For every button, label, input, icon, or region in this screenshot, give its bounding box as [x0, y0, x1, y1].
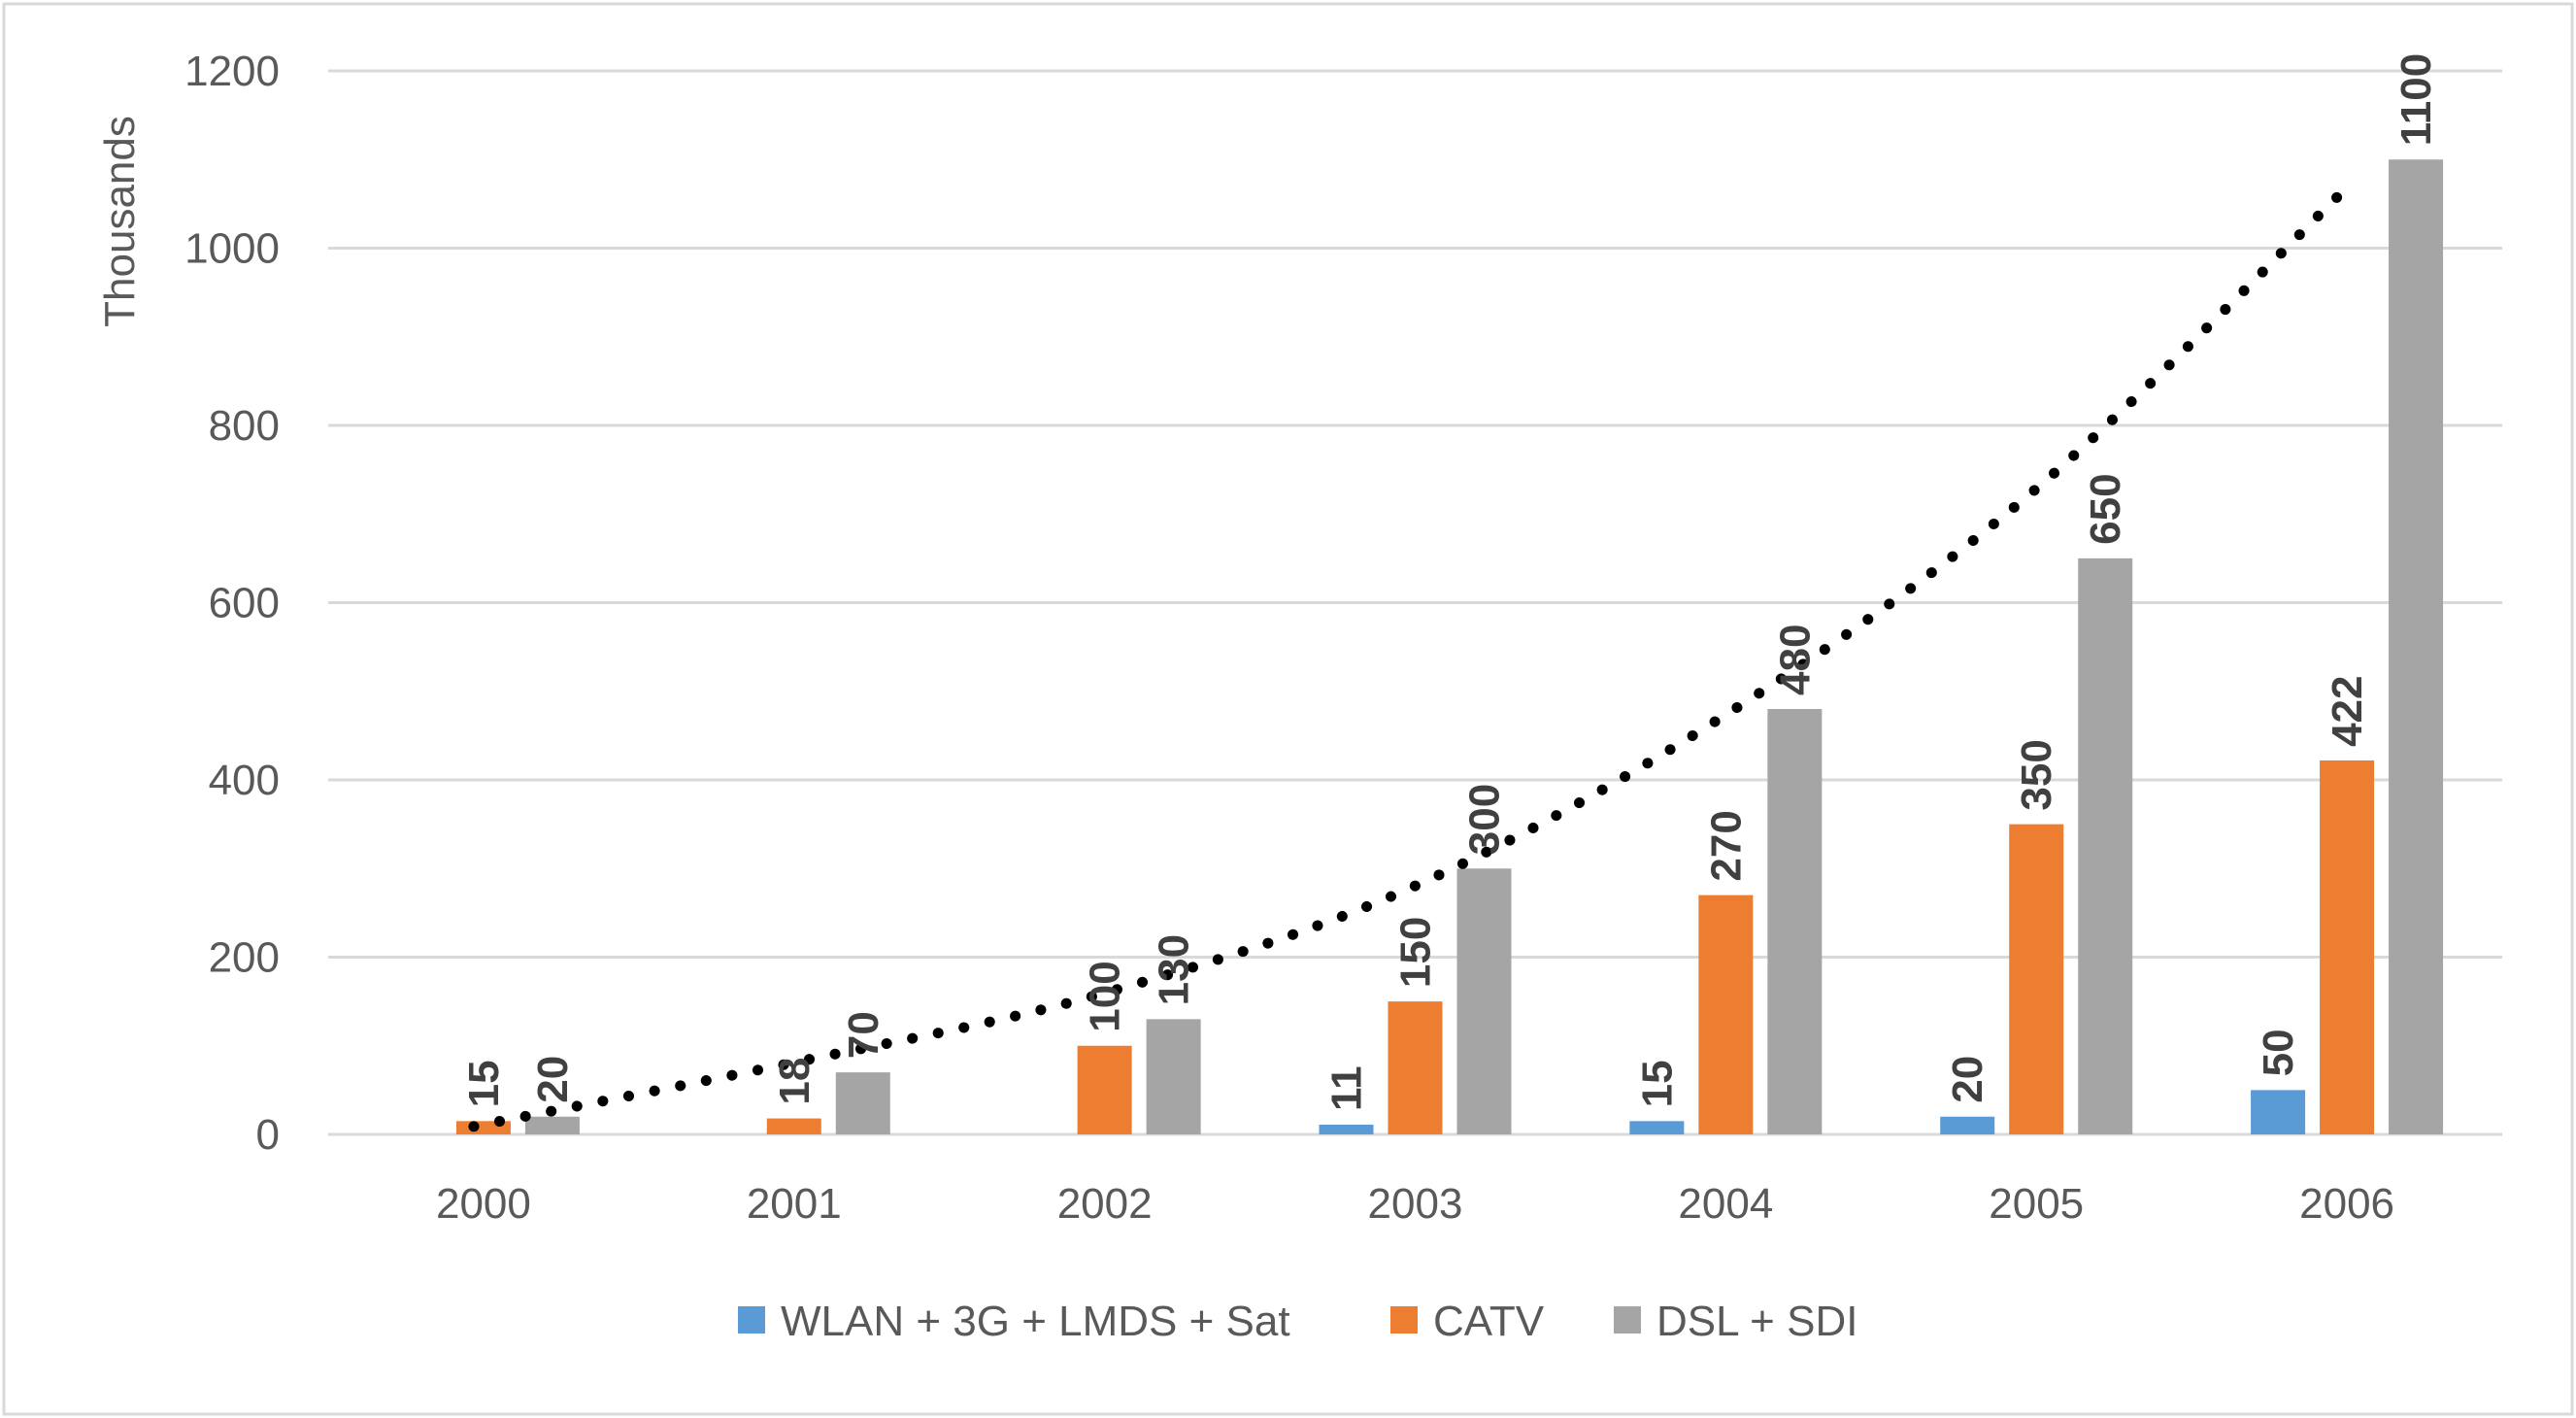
bar-0-2003 — [1319, 1124, 1374, 1134]
y-axis-title: Thousands — [96, 116, 144, 327]
x-tick-label: 2001 — [747, 1180, 842, 1228]
x-tick-label: 2002 — [1057, 1180, 1153, 1228]
bar-1-2002 — [1077, 1045, 1132, 1134]
data-label: 422 — [2324, 676, 2371, 747]
y-tick-label: 200 — [209, 934, 280, 982]
bar-2-2002 — [1146, 1019, 1201, 1134]
legend-label: WLAN + 3G + LMDS + Sat — [781, 1298, 1290, 1345]
data-label: 15 — [1633, 1060, 1681, 1107]
legend-swatch — [1390, 1306, 1418, 1334]
data-label: 270 — [1702, 810, 1750, 881]
bar-2-2000 — [524, 1116, 580, 1134]
data-label: 650 — [2082, 473, 2129, 544]
data-label: 20 — [529, 1056, 577, 1103]
data-label: 150 — [1392, 917, 1440, 988]
data-label: 350 — [2013, 739, 2060, 810]
bar-0-2005 — [1940, 1116, 1995, 1134]
data-label: 480 — [1771, 625, 1819, 695]
data-label: 1100 — [2392, 53, 2440, 146]
y-tick-label: 800 — [209, 402, 280, 450]
data-label: 130 — [1151, 934, 1198, 1005]
bar-2-2001 — [835, 1072, 890, 1134]
data-label: 100 — [1082, 961, 1129, 1031]
bar-1-2001 — [766, 1118, 821, 1134]
data-label: 300 — [1461, 784, 1509, 855]
bar-1-2004 — [1698, 895, 1754, 1134]
bar-1-2003 — [1388, 1001, 1443, 1134]
x-tick-label: 2000 — [436, 1180, 531, 1228]
bar-1-2006 — [2320, 760, 2375, 1134]
y-tick-label: 1200 — [184, 48, 280, 95]
bar-2-2005 — [2078, 557, 2133, 1134]
y-tick-label: 600 — [209, 580, 280, 627]
data-label: 50 — [2255, 1029, 2302, 1076]
bar-2-2004 — [1767, 709, 1823, 1134]
data-label: 70 — [840, 1011, 887, 1059]
bar-0-2006 — [2251, 1090, 2306, 1134]
x-tick-label: 2006 — [2299, 1180, 2394, 1228]
legend-label: DSL + SDI — [1656, 1298, 1857, 1345]
y-tick-label: 0 — [256, 1111, 280, 1159]
x-tick-label: 2005 — [1989, 1180, 2084, 1228]
y-tick-label: 1000 — [184, 225, 280, 273]
x-tick-label: 2003 — [1368, 1180, 1463, 1228]
x-tick-label: 2004 — [1678, 1180, 1773, 1228]
legend-swatch — [1614, 1306, 1641, 1334]
data-label: 20 — [1944, 1056, 1991, 1103]
legend-label: CATV — [1433, 1298, 1545, 1345]
legend-swatch — [738, 1306, 765, 1334]
y-tick-label: 400 — [209, 757, 280, 804]
data-label: 11 — [1323, 1065, 1371, 1111]
data-label: 18 — [771, 1058, 819, 1105]
bar-1-2005 — [2009, 824, 2064, 1134]
data-label: 15 — [460, 1060, 508, 1107]
bar-2-2006 — [2389, 159, 2444, 1134]
bar-0-2004 — [1629, 1121, 1685, 1134]
bar-2-2003 — [1456, 868, 1512, 1134]
